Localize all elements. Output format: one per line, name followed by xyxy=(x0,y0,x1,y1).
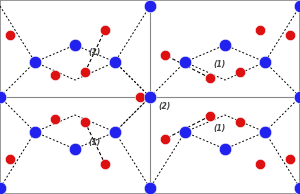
Point xyxy=(288,158,292,161)
Point xyxy=(73,43,77,47)
Point xyxy=(238,70,242,74)
Point xyxy=(223,43,227,47)
Point xyxy=(163,54,167,57)
Point xyxy=(148,4,152,8)
Point xyxy=(52,117,57,120)
Point xyxy=(82,70,87,74)
Point xyxy=(262,61,267,64)
Point xyxy=(33,61,38,64)
Text: (1): (1) xyxy=(213,61,225,69)
Point xyxy=(183,130,188,133)
Point xyxy=(52,74,57,77)
Text: (1): (1) xyxy=(88,48,100,56)
Point xyxy=(103,162,107,165)
Point xyxy=(148,95,152,99)
Point xyxy=(138,95,142,99)
Point xyxy=(208,114,212,118)
Point xyxy=(8,158,12,161)
Point xyxy=(8,33,12,36)
Text: (1): (1) xyxy=(213,125,225,133)
Point xyxy=(183,61,188,64)
Text: (2): (2) xyxy=(158,101,170,111)
Point xyxy=(258,29,262,32)
Point xyxy=(0,95,2,99)
Point xyxy=(112,130,117,133)
Point xyxy=(148,186,152,190)
Point xyxy=(238,120,242,124)
Point xyxy=(298,186,300,190)
Point xyxy=(103,29,107,32)
Point xyxy=(33,130,38,133)
Point xyxy=(82,120,87,124)
Point xyxy=(112,61,117,64)
Point xyxy=(163,137,167,140)
Point xyxy=(298,95,300,99)
Point xyxy=(262,130,267,133)
Point xyxy=(298,4,300,8)
Point xyxy=(73,147,77,151)
Point xyxy=(208,76,212,80)
Point xyxy=(223,147,227,151)
Point xyxy=(288,33,292,36)
Text: (1): (1) xyxy=(88,138,100,146)
Point xyxy=(0,186,2,190)
Point xyxy=(258,162,262,165)
